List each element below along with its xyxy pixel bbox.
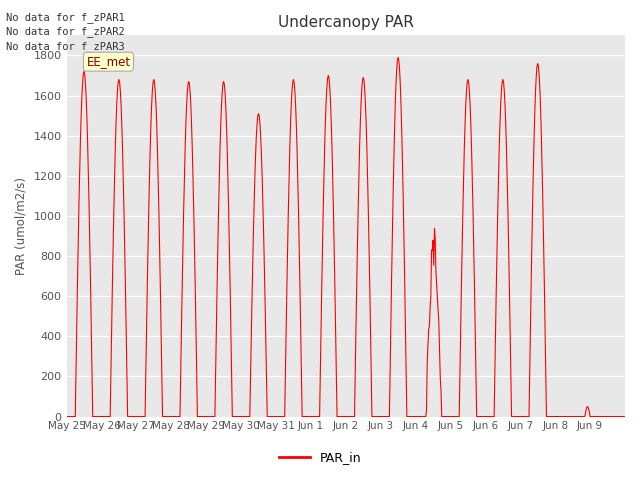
Text: No data for f_zPAR1: No data for f_zPAR1 bbox=[6, 12, 125, 23]
Legend: PAR_in: PAR_in bbox=[273, 446, 367, 469]
Text: No data for f_zPAR2: No data for f_zPAR2 bbox=[6, 26, 125, 37]
Y-axis label: PAR (umol/m2/s): PAR (umol/m2/s) bbox=[15, 177, 28, 275]
Text: EE_met: EE_met bbox=[86, 55, 131, 68]
Title: Undercanopy PAR: Undercanopy PAR bbox=[278, 15, 413, 30]
Text: No data for f_zPAR3: No data for f_zPAR3 bbox=[6, 41, 125, 52]
